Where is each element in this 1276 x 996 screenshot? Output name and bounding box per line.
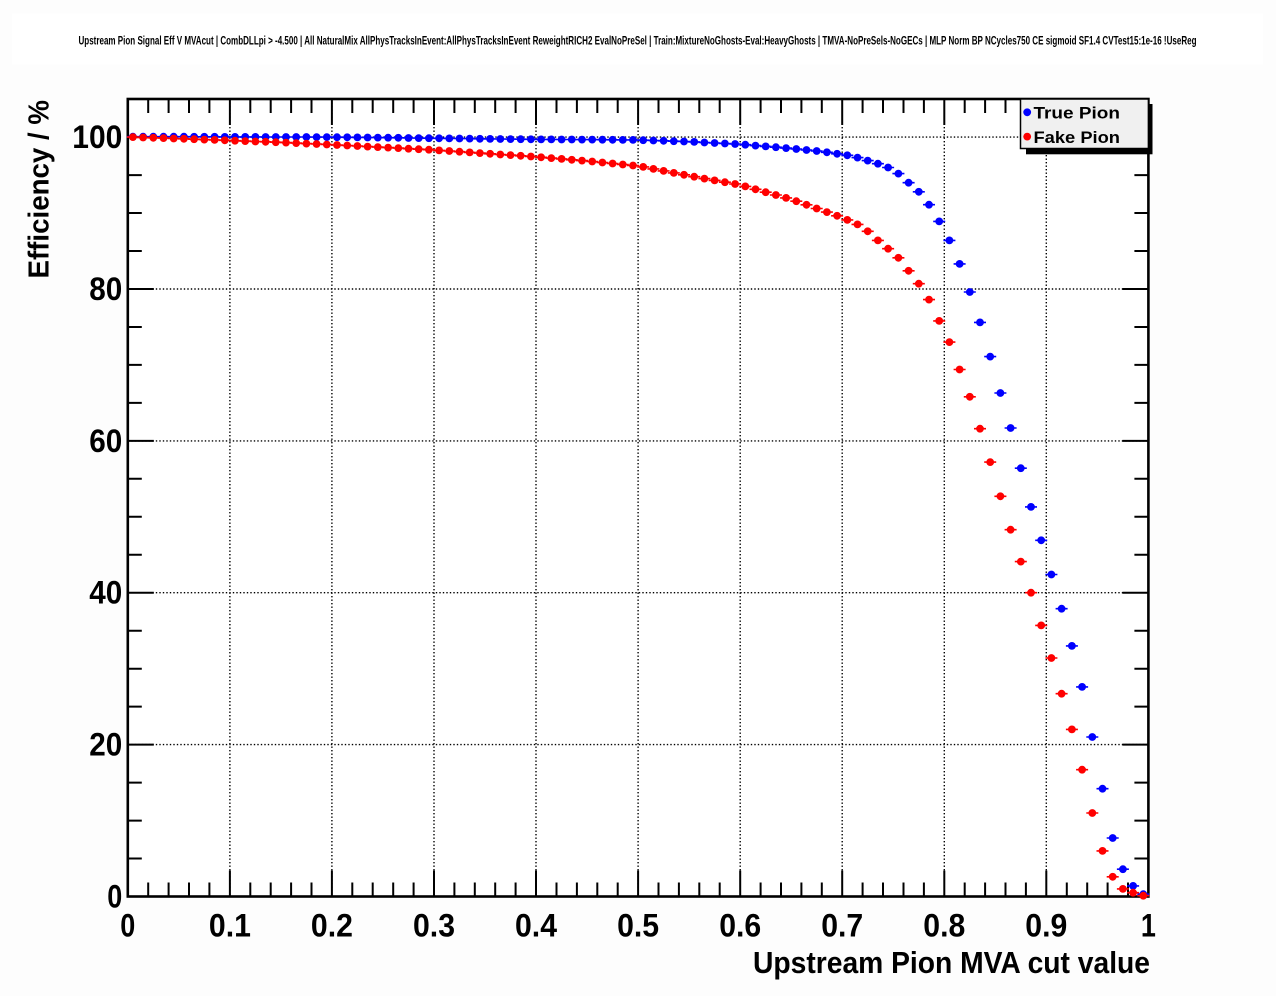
svg-text:100: 100 (72, 119, 122, 155)
svg-text:40: 40 (89, 575, 122, 611)
svg-text:1: 1 (1141, 908, 1156, 944)
svg-text:0.4: 0.4 (515, 908, 557, 944)
svg-text:True Pion: True Pion (1034, 104, 1121, 123)
svg-text:0: 0 (107, 878, 122, 914)
svg-text:0: 0 (120, 908, 135, 944)
svg-text:Fake Pion: Fake Pion (1034, 128, 1121, 147)
svg-text:0.6: 0.6 (719, 908, 761, 944)
svg-text:Efficiency / %: Efficiency / % (24, 100, 56, 279)
svg-text:0.9: 0.9 (1025, 908, 1067, 944)
svg-text:0.2: 0.2 (311, 908, 353, 944)
svg-text:60: 60 (89, 423, 122, 459)
svg-text:0.8: 0.8 (923, 908, 965, 944)
svg-text:20: 20 (89, 727, 122, 763)
svg-text:Upstream Pion Signal Eff V MVA: Upstream Pion Signal Eff V MVAcut | Comb… (79, 36, 1197, 48)
svg-text:80: 80 (89, 271, 122, 307)
svg-text:0.1: 0.1 (209, 908, 251, 944)
svg-text:0.3: 0.3 (413, 908, 455, 944)
svg-text:0.7: 0.7 (821, 908, 863, 944)
svg-text:Upstream Pion MVA cut value: Upstream Pion MVA cut value (753, 945, 1150, 980)
svg-text:0.5: 0.5 (617, 908, 659, 944)
